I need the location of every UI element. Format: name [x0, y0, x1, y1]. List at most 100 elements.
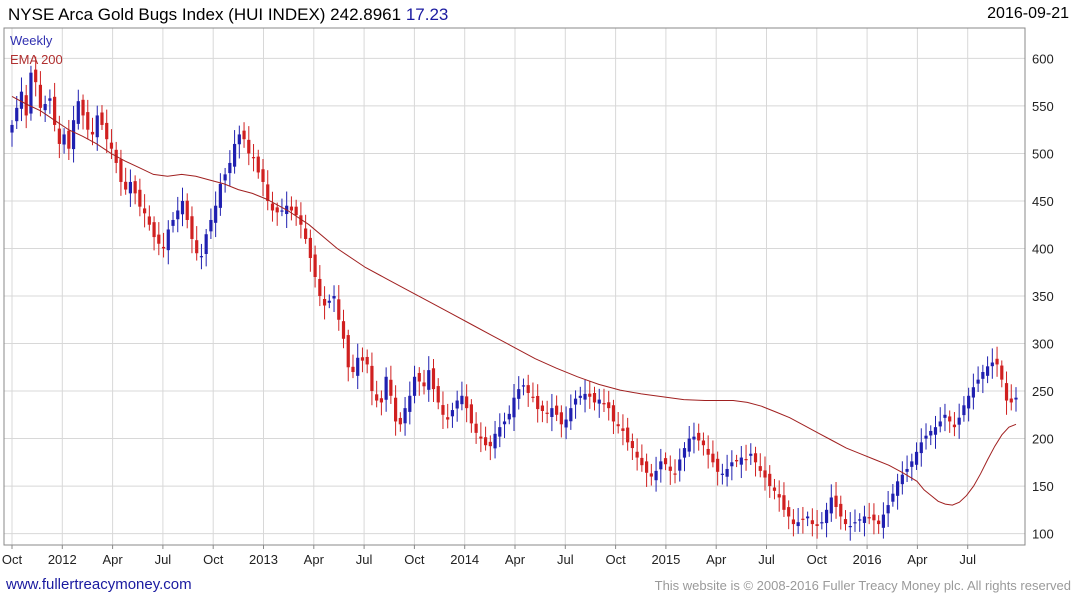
candle-body: [71, 120, 76, 150]
candle-body: [592, 393, 597, 403]
candle-body: [1009, 398, 1013, 403]
candle-body: [479, 436, 483, 439]
candle-body: [204, 234, 208, 254]
candle-body: [95, 115, 99, 138]
legend-ema: EMA 200: [10, 52, 63, 67]
candle-body: [251, 157, 256, 159]
candle-body: [460, 395, 464, 405]
candle-body: [573, 398, 578, 405]
candle-body: [588, 393, 592, 397]
candle-body: [673, 473, 677, 475]
candle-body: [502, 421, 507, 425]
candle-body: [105, 122, 109, 140]
candle-body: [370, 365, 374, 392]
candle-body: [692, 436, 696, 440]
candle-body: [237, 134, 241, 145]
candle-body: [517, 389, 521, 399]
x-tick-label: Jul: [356, 552, 373, 567]
chart-title: NYSE Arca Gold Bugs Index (HUI INDEX) 24…: [8, 5, 448, 25]
candle-body: [29, 72, 33, 114]
copyright-notice: This website is © 2008-2016 Fuller Treac…: [654, 578, 1071, 593]
candle-body: [214, 205, 218, 223]
candle-body: [441, 405, 445, 415]
candle-body: [403, 408, 407, 424]
x-tick-label: Oct: [807, 552, 828, 567]
candle-body: [720, 473, 724, 475]
candle-body: [157, 234, 161, 244]
candle-body: [10, 124, 14, 133]
candle-body: [498, 427, 502, 437]
candle-body: [540, 405, 545, 411]
candle-body: [427, 370, 431, 390]
ema-200-line: [11, 95, 1017, 506]
candle-body: [270, 203, 275, 211]
x-tick-label: Oct: [605, 552, 626, 567]
y-tick-label: 350: [1032, 289, 1054, 304]
x-tick-label: Apr: [304, 552, 325, 567]
candle-body: [777, 494, 781, 498]
candle-body: [952, 424, 957, 428]
candle-body: [38, 84, 43, 108]
candle-body: [398, 417, 402, 425]
x-tick-label: Jul: [155, 552, 172, 567]
candle-body: [545, 412, 549, 414]
y-tick-label: 500: [1032, 146, 1054, 161]
candle-body: [616, 424, 620, 427]
candle-body: [143, 208, 147, 214]
candle-body: [957, 417, 961, 425]
candle-body: [133, 181, 137, 194]
candle-body: [962, 405, 966, 416]
candle-body: [351, 366, 355, 373]
candle-body: [824, 509, 829, 524]
x-tick-label: 2014: [450, 552, 479, 567]
candle-body: [607, 402, 611, 409]
candle-body: [626, 427, 630, 443]
y-tick-label: 100: [1032, 527, 1054, 542]
candle-body: [782, 495, 786, 510]
candle-body: [763, 470, 767, 478]
candle-body: [86, 112, 90, 130]
x-tick-label: 2012: [48, 552, 77, 567]
candle-body: [716, 458, 720, 472]
candle-body: [711, 453, 715, 463]
candle-body: [100, 112, 104, 125]
candle-body: [914, 451, 919, 465]
candle-body: [266, 184, 270, 201]
candle-body: [190, 216, 194, 239]
candle-body: [640, 457, 644, 466]
candle-body: [346, 335, 350, 368]
candle-body: [223, 174, 227, 181]
candle-body: [872, 514, 876, 521]
candle-body: [829, 497, 833, 514]
candle-body: [990, 362, 994, 367]
candle-body: [910, 461, 914, 467]
candle-body: [967, 395, 971, 409]
candle-body: [232, 143, 237, 167]
candle-body: [725, 468, 729, 477]
candle-body: [199, 256, 204, 258]
site-link[interactable]: www.fullertreacymoney.com: [6, 576, 192, 593]
candle-body: [933, 427, 938, 435]
y-tick-label: 300: [1032, 337, 1054, 352]
candle-body: [815, 524, 819, 526]
candle-body: [862, 516, 867, 523]
x-tick-label: Oct: [2, 552, 23, 567]
candle-body: [649, 473, 653, 477]
candle-body: [678, 459, 682, 471]
candle-body: [820, 522, 824, 524]
candle-body: [483, 437, 488, 446]
candle-body: [128, 181, 132, 194]
candle-body: [365, 356, 369, 365]
candle-body: [536, 395, 540, 410]
candle-body: [564, 419, 568, 428]
candle-body: [147, 216, 151, 225]
candle-body: [15, 107, 19, 122]
candle-body: [180, 200, 185, 215]
candle-body: [621, 428, 625, 431]
candle-body: [48, 98, 52, 101]
candle-body: [943, 414, 947, 418]
candle-body: [57, 128, 61, 144]
candle-body: [730, 462, 734, 467]
y-tick-label: 150: [1032, 479, 1054, 494]
candle-body: [630, 441, 634, 449]
